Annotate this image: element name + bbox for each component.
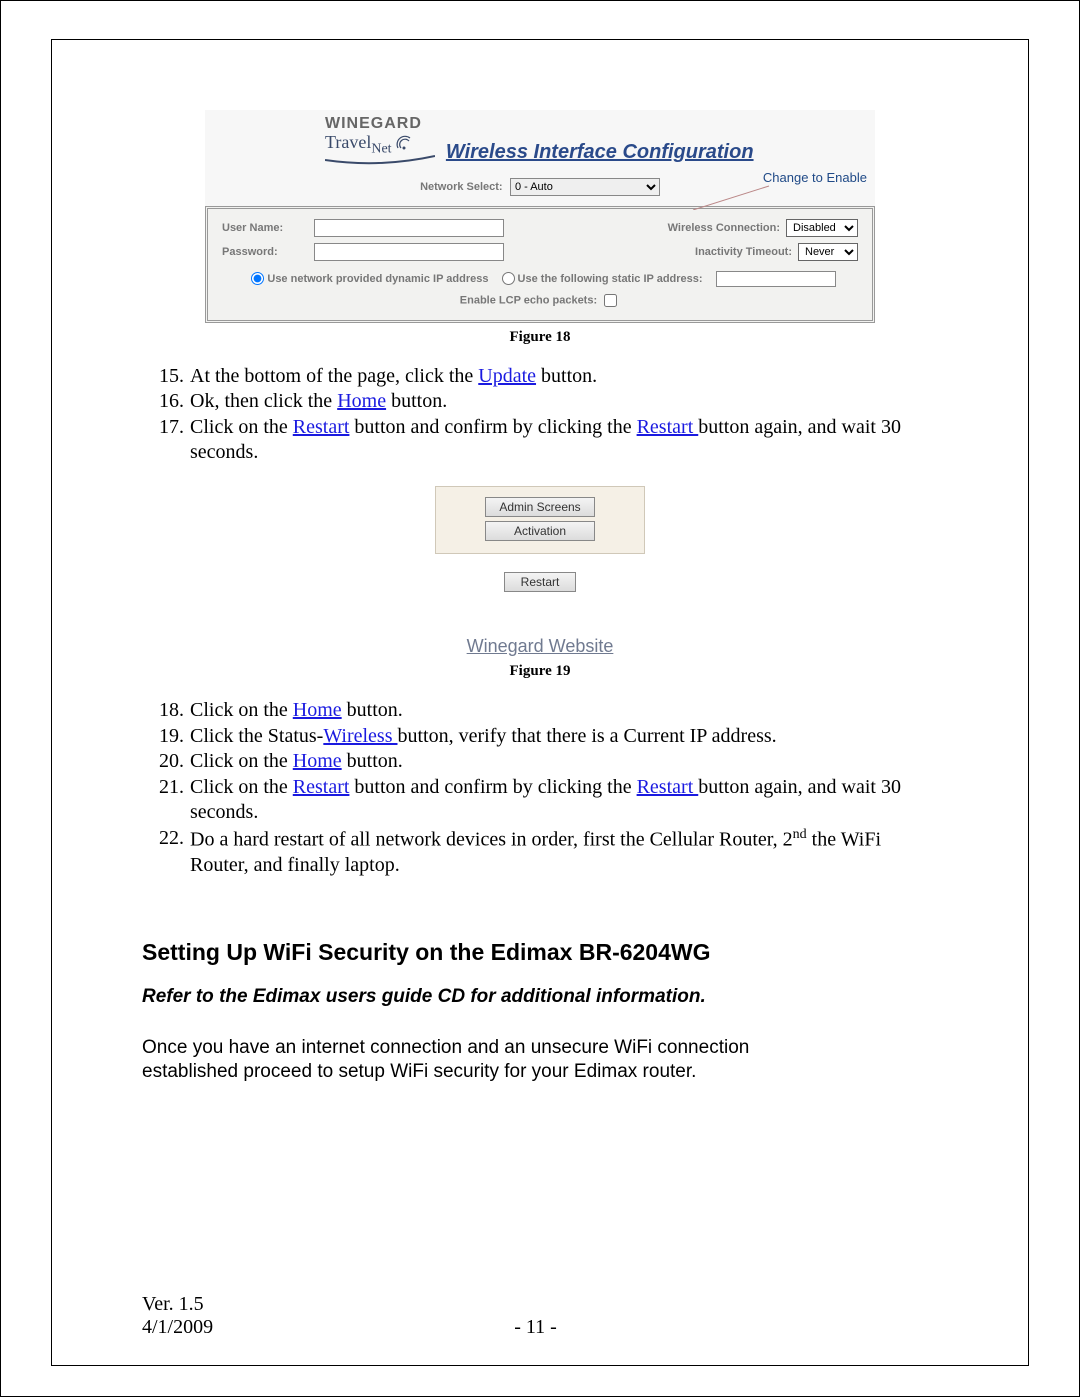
inactivity-timeout-dropdown[interactable]: Never	[798, 243, 858, 261]
instruction-step: 15.At the bottom of the page, click the …	[156, 364, 938, 390]
username-input[interactable]	[314, 219, 504, 237]
step-body: At the bottom of the page, click the Upd…	[190, 364, 938, 390]
lcp-echo-checkbox[interactable]	[604, 294, 617, 307]
instruction-step: 16.Ok, then click the Home button.	[156, 389, 938, 415]
instruction-link[interactable]: Restart	[293, 776, 350, 798]
static-ip-input[interactable]	[716, 271, 836, 287]
step-body: Do a hard restart of all network devices…	[190, 826, 938, 879]
step-number: 19.	[156, 724, 190, 750]
date-label: 4/1/2009	[142, 1316, 213, 1339]
step-body: Click on the Home button.	[190, 749, 938, 775]
step-number: 21.	[156, 775, 190, 826]
static-ip-radio[interactable]	[502, 272, 515, 285]
step-body: Ok, then click the Home button.	[190, 389, 938, 415]
figure-18-screenshot: WINEGARD TravelNet Wireless Interface Co…	[205, 110, 875, 323]
step-number: 22.	[156, 826, 190, 879]
step-number: 18.	[156, 698, 190, 724]
wireless-connection-dropdown[interactable]: Disabled	[786, 219, 858, 237]
instruction-step: 18.Click on the Home button.	[156, 698, 938, 724]
figure-18-caption: Figure 18	[142, 329, 938, 346]
section-paragraph: Once you have an internet connection and…	[142, 1036, 842, 1085]
config-title: Wireless Interface Configuration	[446, 141, 754, 164]
step-body: Click on the Home button.	[190, 698, 938, 724]
password-input[interactable]	[314, 243, 504, 261]
instruction-link[interactable]: Restart	[637, 776, 699, 798]
step-number: 20.	[156, 749, 190, 775]
instruction-link[interactable]: Restart	[293, 416, 350, 438]
wireless-connection-label: Wireless Connection:	[668, 222, 780, 234]
instruction-link[interactable]: Update	[478, 365, 536, 387]
instruction-step: 21.Click on the Restart button and confi…	[156, 775, 938, 826]
page-number: - 11 -	[213, 1316, 858, 1339]
inactivity-timeout-label: Inactivity Timeout:	[695, 246, 792, 258]
instruction-step: 22. Do a hard restart of all network dev…	[156, 826, 938, 879]
section-heading: Setting Up WiFi Security on the Edimax B…	[142, 939, 938, 966]
instruction-link[interactable]: Home	[293, 750, 342, 772]
step-body: Click on the Restart button and confirm …	[190, 775, 938, 826]
instruction-step: 20. Click on the Home button.	[156, 749, 938, 775]
dynamic-ip-label: Use network provided dynamic IP address	[267, 273, 488, 285]
winegard-website-link[interactable]: Winegard Website	[142, 636, 938, 657]
instruction-link[interactable]: Restart	[637, 416, 699, 438]
admin-screens-button[interactable]: Admin Screens	[485, 497, 595, 517]
page-footer: Ver. 1.5 4/1/2009 - 11 -	[142, 1293, 938, 1339]
dynamic-ip-radio[interactable]	[251, 272, 264, 285]
network-select-dropdown[interactable]: 0 - Auto	[510, 178, 660, 196]
figure-19-wrap: Admin Screens Activation Restart Winegar…	[142, 486, 938, 657]
instruction-step: 17.Click on the Restart button and confi…	[156, 415, 938, 466]
instruction-link[interactable]: Wireless	[323, 725, 397, 747]
static-ip-label: Use the following static IP address:	[518, 273, 703, 285]
figure-19-panel: Admin Screens Activation	[435, 486, 645, 554]
logo-text-winegard: WINEGARD	[325, 116, 422, 132]
instruction-link[interactable]: Home	[293, 699, 342, 721]
figure-19-caption: Figure 19	[142, 663, 938, 680]
change-to-enable-label: Change to Enable	[763, 170, 867, 185]
instruction-list-b: 18.Click on the Home button.19.Click the…	[156, 698, 938, 879]
step-number: 15.	[156, 364, 190, 390]
step-number: 17.	[156, 415, 190, 466]
step-number: 16.	[156, 389, 190, 415]
winegard-logo: WINEGARD TravelNet	[325, 116, 422, 166]
network-select-label: Network Select:	[420, 181, 503, 193]
lcp-echo-label: Enable LCP echo packets:	[460, 294, 597, 306]
step-body: Click the Status-Wireless button, verify…	[190, 724, 938, 750]
username-label: User Name:	[222, 222, 314, 234]
password-label: Password:	[222, 246, 314, 258]
instruction-link[interactable]: Home	[337, 390, 386, 412]
section-subheading: Refer to the Edimax users guide CD for a…	[142, 986, 938, 1008]
instruction-step: 19.Click the Status-Wireless button, ver…	[156, 724, 938, 750]
version-label: Ver. 1.5	[142, 1293, 938, 1316]
step-body: Click on the Restart button and confirm …	[190, 415, 938, 466]
activation-button[interactable]: Activation	[485, 521, 595, 541]
restart-button[interactable]: Restart	[504, 572, 576, 592]
config-settings-box: User Name: Wireless Connection: Disabled…	[205, 206, 875, 323]
instruction-list-a: 15.At the bottom of the page, click the …	[156, 364, 938, 466]
